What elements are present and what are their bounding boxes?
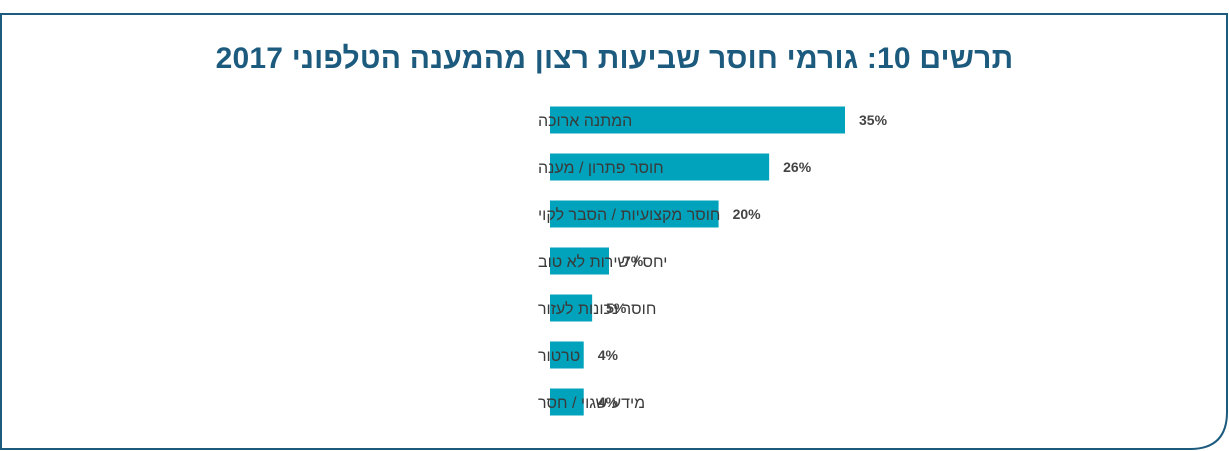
bar-0 [550, 106, 845, 134]
value-label-6: 4% [598, 394, 619, 410]
bar-3 [550, 247, 609, 275]
value-label-3: 7% [623, 253, 644, 269]
bar-1 [550, 153, 770, 181]
category-label-1: חוסר פתרון / מענה [538, 160, 664, 177]
category-label-4: חוסר נכונות לעזור [538, 300, 656, 318]
bar-5 [550, 341, 584, 369]
category-label-6: מידע שגוי / חסר [538, 395, 645, 412]
value-label-1: 26% [783, 159, 812, 175]
chart-title: תרשים 10: גורמי חוסר שביעות רצון מהמענה … [215, 42, 1014, 75]
bar-2 [550, 200, 719, 228]
category-label-5: טרטור [538, 348, 580, 365]
category-label-2: חוסר מקצועיות / הסבר לקוי [538, 206, 720, 224]
bar-6 [550, 388, 584, 416]
category-label-0: המתנה ארוכה [538, 113, 632, 130]
value-label-2: 20% [733, 206, 762, 222]
value-label-5: 4% [598, 347, 619, 363]
value-label-4: 5% [606, 300, 627, 316]
bar-4 [550, 294, 593, 322]
value-label-0: 35% [859, 112, 888, 128]
category-label-3: יחס / שירות לא טוב [538, 253, 667, 271]
